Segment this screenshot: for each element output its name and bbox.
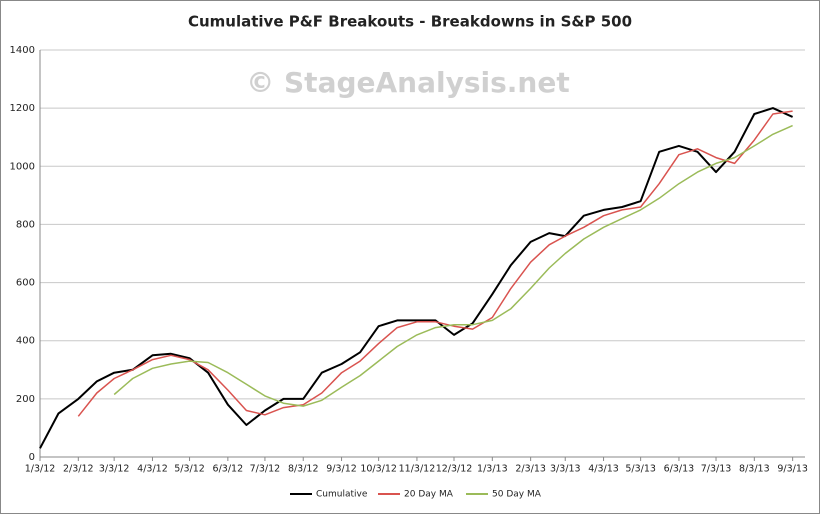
y-tick-label: 1200	[10, 103, 35, 114]
x-tick-label: 6/3/12	[213, 464, 244, 475]
x-tick-label: 2/3/12	[63, 464, 94, 475]
x-tick-label: 9/3/12	[326, 464, 357, 475]
chart-title: Cumulative P&F Breakouts - Breakdowns in…	[188, 13, 632, 31]
x-tick-label: 8/3/13	[739, 464, 770, 475]
y-tick-label: 600	[16, 278, 35, 289]
x-tick-label: 3/3/13	[550, 464, 581, 475]
y-tick-label: 200	[16, 394, 35, 405]
x-tick-label: 3/3/12	[99, 464, 130, 475]
x-tick-label: 7/3/13	[701, 464, 732, 475]
x-tick-label: 1/3/12	[25, 464, 56, 475]
x-tick-label: 1/3/13	[477, 464, 508, 475]
y-tick-label: 800	[16, 219, 35, 230]
x-tick-label: 9/3/13	[777, 464, 808, 475]
y-tick-label: 400	[16, 336, 35, 347]
series-line	[77, 110, 793, 417]
x-tick-label: 8/3/12	[288, 464, 319, 475]
watermark: © StageAnalysis.net	[246, 66, 569, 99]
x-tick-label: 6/3/13	[664, 464, 695, 475]
x-tick-label: 10/3/12	[360, 464, 397, 475]
x-tick-label: 2/3/13	[515, 464, 546, 475]
legend-label: Cumulative	[316, 490, 368, 500]
x-tick-label: 4/3/13	[588, 464, 619, 475]
legend-label: 50 Day MA	[492, 490, 542, 500]
x-tick-label: 11/3/12	[399, 464, 436, 475]
y-tick-label: 1000	[10, 161, 35, 172]
x-tick-label: 4/3/12	[137, 464, 168, 475]
x-tick-label: 7/3/12	[250, 464, 281, 475]
series-line	[113, 124, 793, 407]
x-tick-label: 5/3/12	[174, 464, 205, 475]
x-tick-label: 5/3/13	[625, 464, 656, 475]
x-tick-label: 12/3/12	[436, 464, 473, 475]
y-tick-label: 1400	[10, 45, 35, 56]
y-tick-label: 0	[29, 452, 35, 463]
legend-label: 20 Day MA	[404, 490, 454, 500]
series-line	[39, 107, 794, 449]
